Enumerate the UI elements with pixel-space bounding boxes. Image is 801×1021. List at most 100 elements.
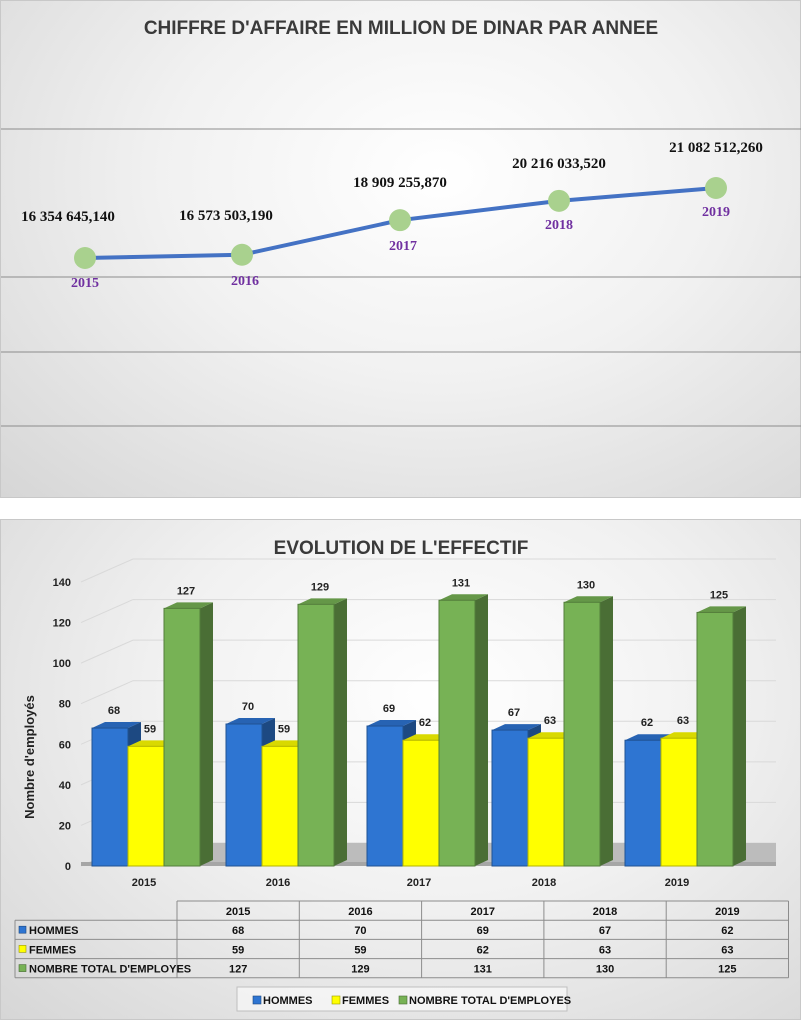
y-tick-20: 20 [59, 820, 71, 832]
table-cell-2-2: 131 [474, 964, 492, 976]
table-header-2015: 2015 [226, 906, 250, 918]
year-label-2015: 2015 [71, 276, 99, 291]
gridline-depth [80, 558, 134, 583]
year-label-2016: 2016 [231, 274, 259, 289]
legend-label-1: FEMMES [342, 995, 389, 1007]
table-cell-0-3: 67 [599, 925, 611, 937]
data-point-2016 [231, 243, 253, 266]
year-label-2019: 2019 [702, 205, 730, 220]
table-cell-1-0: 59 [232, 944, 244, 956]
table-cell-1-1: 59 [354, 944, 366, 956]
table-row-label-1: FEMMES [29, 944, 76, 956]
value-label-2015-1: 59 [144, 723, 156, 735]
value-label-2015-0: 68 [108, 705, 120, 717]
value-label-2017-2: 131 [452, 577, 470, 589]
gridline-depth [80, 599, 134, 624]
bar-2017-FEMMES [402, 739, 440, 867]
table-cell-2-3: 130 [596, 964, 614, 976]
bar-top-2016-2 [298, 598, 347, 605]
value-label-2016: 16 573 503,190 [179, 208, 273, 224]
x-tick-2017: 2017 [407, 877, 431, 889]
value-label-2015: 16 354 645,140 [21, 209, 115, 225]
bar-2016-FEMMES [261, 745, 299, 867]
value-label-2017-1: 62 [419, 717, 431, 729]
y-tick-100: 100 [53, 658, 71, 670]
data-point-2017 [389, 209, 411, 232]
bar-side-2015-2 [200, 602, 213, 866]
table-cell-2-1: 129 [351, 964, 369, 976]
table-legend-key-0 [18, 925, 27, 934]
x-tick-2019: 2019 [665, 877, 689, 889]
y-tick-80: 80 [59, 699, 71, 711]
revenue-chart-title: CHIFFRE D'AFFAIRE EN MILLION DE DINAR PA… [144, 18, 658, 39]
bar-2016-NOMBRE TOTAL D'EMPLOYES [297, 603, 335, 867]
gridline-depth [80, 680, 134, 705]
staff-bar-chart: EVOLUTION DE L'EFFECTIF Nombre d'employé… [14, 538, 789, 1012]
y-tick-40: 40 [59, 780, 71, 792]
bar-top-2016-0 [226, 718, 275, 724]
legend-key-1 [331, 995, 341, 1005]
x-tick-2018: 2018 [532, 877, 556, 889]
value-label-2019-1: 63 [677, 715, 689, 727]
legend-key-0 [252, 995, 262, 1005]
value-label-2019-2: 125 [710, 589, 728, 601]
table-cell-1-2: 62 [477, 944, 489, 956]
value-label-2016-1: 59 [278, 723, 290, 735]
y-tick-140: 140 [53, 577, 71, 589]
bar-2015-HOMMES [91, 727, 129, 867]
value-label-2018-0: 67 [508, 707, 520, 719]
bar-top-2019-2 [697, 606, 746, 613]
bar-2017-HOMMES [366, 725, 404, 867]
table-header-2016: 2016 [348, 906, 372, 918]
bar-side-2017-2 [475, 594, 488, 866]
bar-side-2019-2 [733, 606, 746, 866]
value-label-2017: 18 909 255,870 [353, 175, 447, 191]
table-header-2017: 2017 [471, 906, 495, 918]
revenue-chart-panel: CHIFFRE D'AFFAIRE EN MILLION DE DINAR PA… [0, 0, 801, 498]
value-label-2018-1: 63 [544, 715, 556, 727]
legend-label-2: NOMBRE TOTAL D'EMPLOYES [409, 995, 571, 1007]
x-tick-2016: 2016 [266, 877, 290, 889]
table-cell-0-4: 62 [721, 925, 733, 937]
table-header-2018: 2018 [593, 906, 617, 918]
staff-chart-panel: EVOLUTION DE L'EFFECTIF Nombre d'employé… [0, 519, 801, 1020]
table-legend-key-2 [18, 964, 27, 972]
bar-top-2015-0 [92, 722, 141, 729]
bar-2016-HOMMES [225, 723, 263, 867]
value-label-2017-0: 69 [383, 703, 395, 715]
table-cell-2-0: 127 [229, 964, 247, 976]
bar-2019-NOMBRE TOTAL D'EMPLOYES [696, 611, 734, 867]
bar-2015-NOMBRE TOTAL D'EMPLOYES [163, 607, 201, 867]
table-legend-key-1 [18, 945, 27, 953]
value-label-2016-2: 129 [311, 581, 329, 593]
bar-top-2015-2 [164, 602, 213, 609]
bar-top-2018-2 [564, 596, 613, 603]
year-label-2018: 2018 [545, 218, 573, 233]
bar-2018-NOMBRE TOTAL D'EMPLOYES [563, 601, 601, 867]
table-cell-2-4: 125 [718, 964, 736, 976]
gridline-depth [80, 639, 134, 664]
y-tick-120: 120 [53, 618, 71, 630]
bar-top-2017-2 [439, 594, 488, 601]
revenue-line-chart: CHIFFRE D'AFFAIRE EN MILLION DE DINAR PA… [1, 18, 801, 427]
y-tick-60: 60 [59, 739, 71, 751]
value-label-2018: 20 216 033,520 [512, 156, 606, 172]
legend-key-2 [398, 995, 408, 1005]
bar-top-2018-0 [492, 724, 541, 731]
table-row-label-0: HOMMES [29, 925, 79, 937]
table-cell-0-1: 70 [354, 925, 366, 937]
value-label-2019-0: 62 [641, 717, 653, 729]
bar-2019-FEMMES [660, 737, 698, 867]
data-point-2018 [548, 189, 570, 212]
bar-2018-HOMMES [491, 729, 529, 867]
bar-side-2018-2 [600, 596, 613, 866]
x-tick-2015: 2015 [132, 877, 156, 889]
table-cell-0-0: 68 [232, 925, 244, 937]
y-axis-label: Nombre d'employés [22, 695, 37, 819]
data-point-2015 [74, 247, 96, 269]
bar-side-2016-2 [334, 598, 347, 866]
table-row-label-2: NOMBRE TOTAL D'EMPLOYES [29, 964, 191, 976]
data-point-2019 [705, 177, 727, 199]
bar-2019-HOMMES [624, 739, 662, 867]
y-tick-0: 0 [65, 861, 71, 873]
